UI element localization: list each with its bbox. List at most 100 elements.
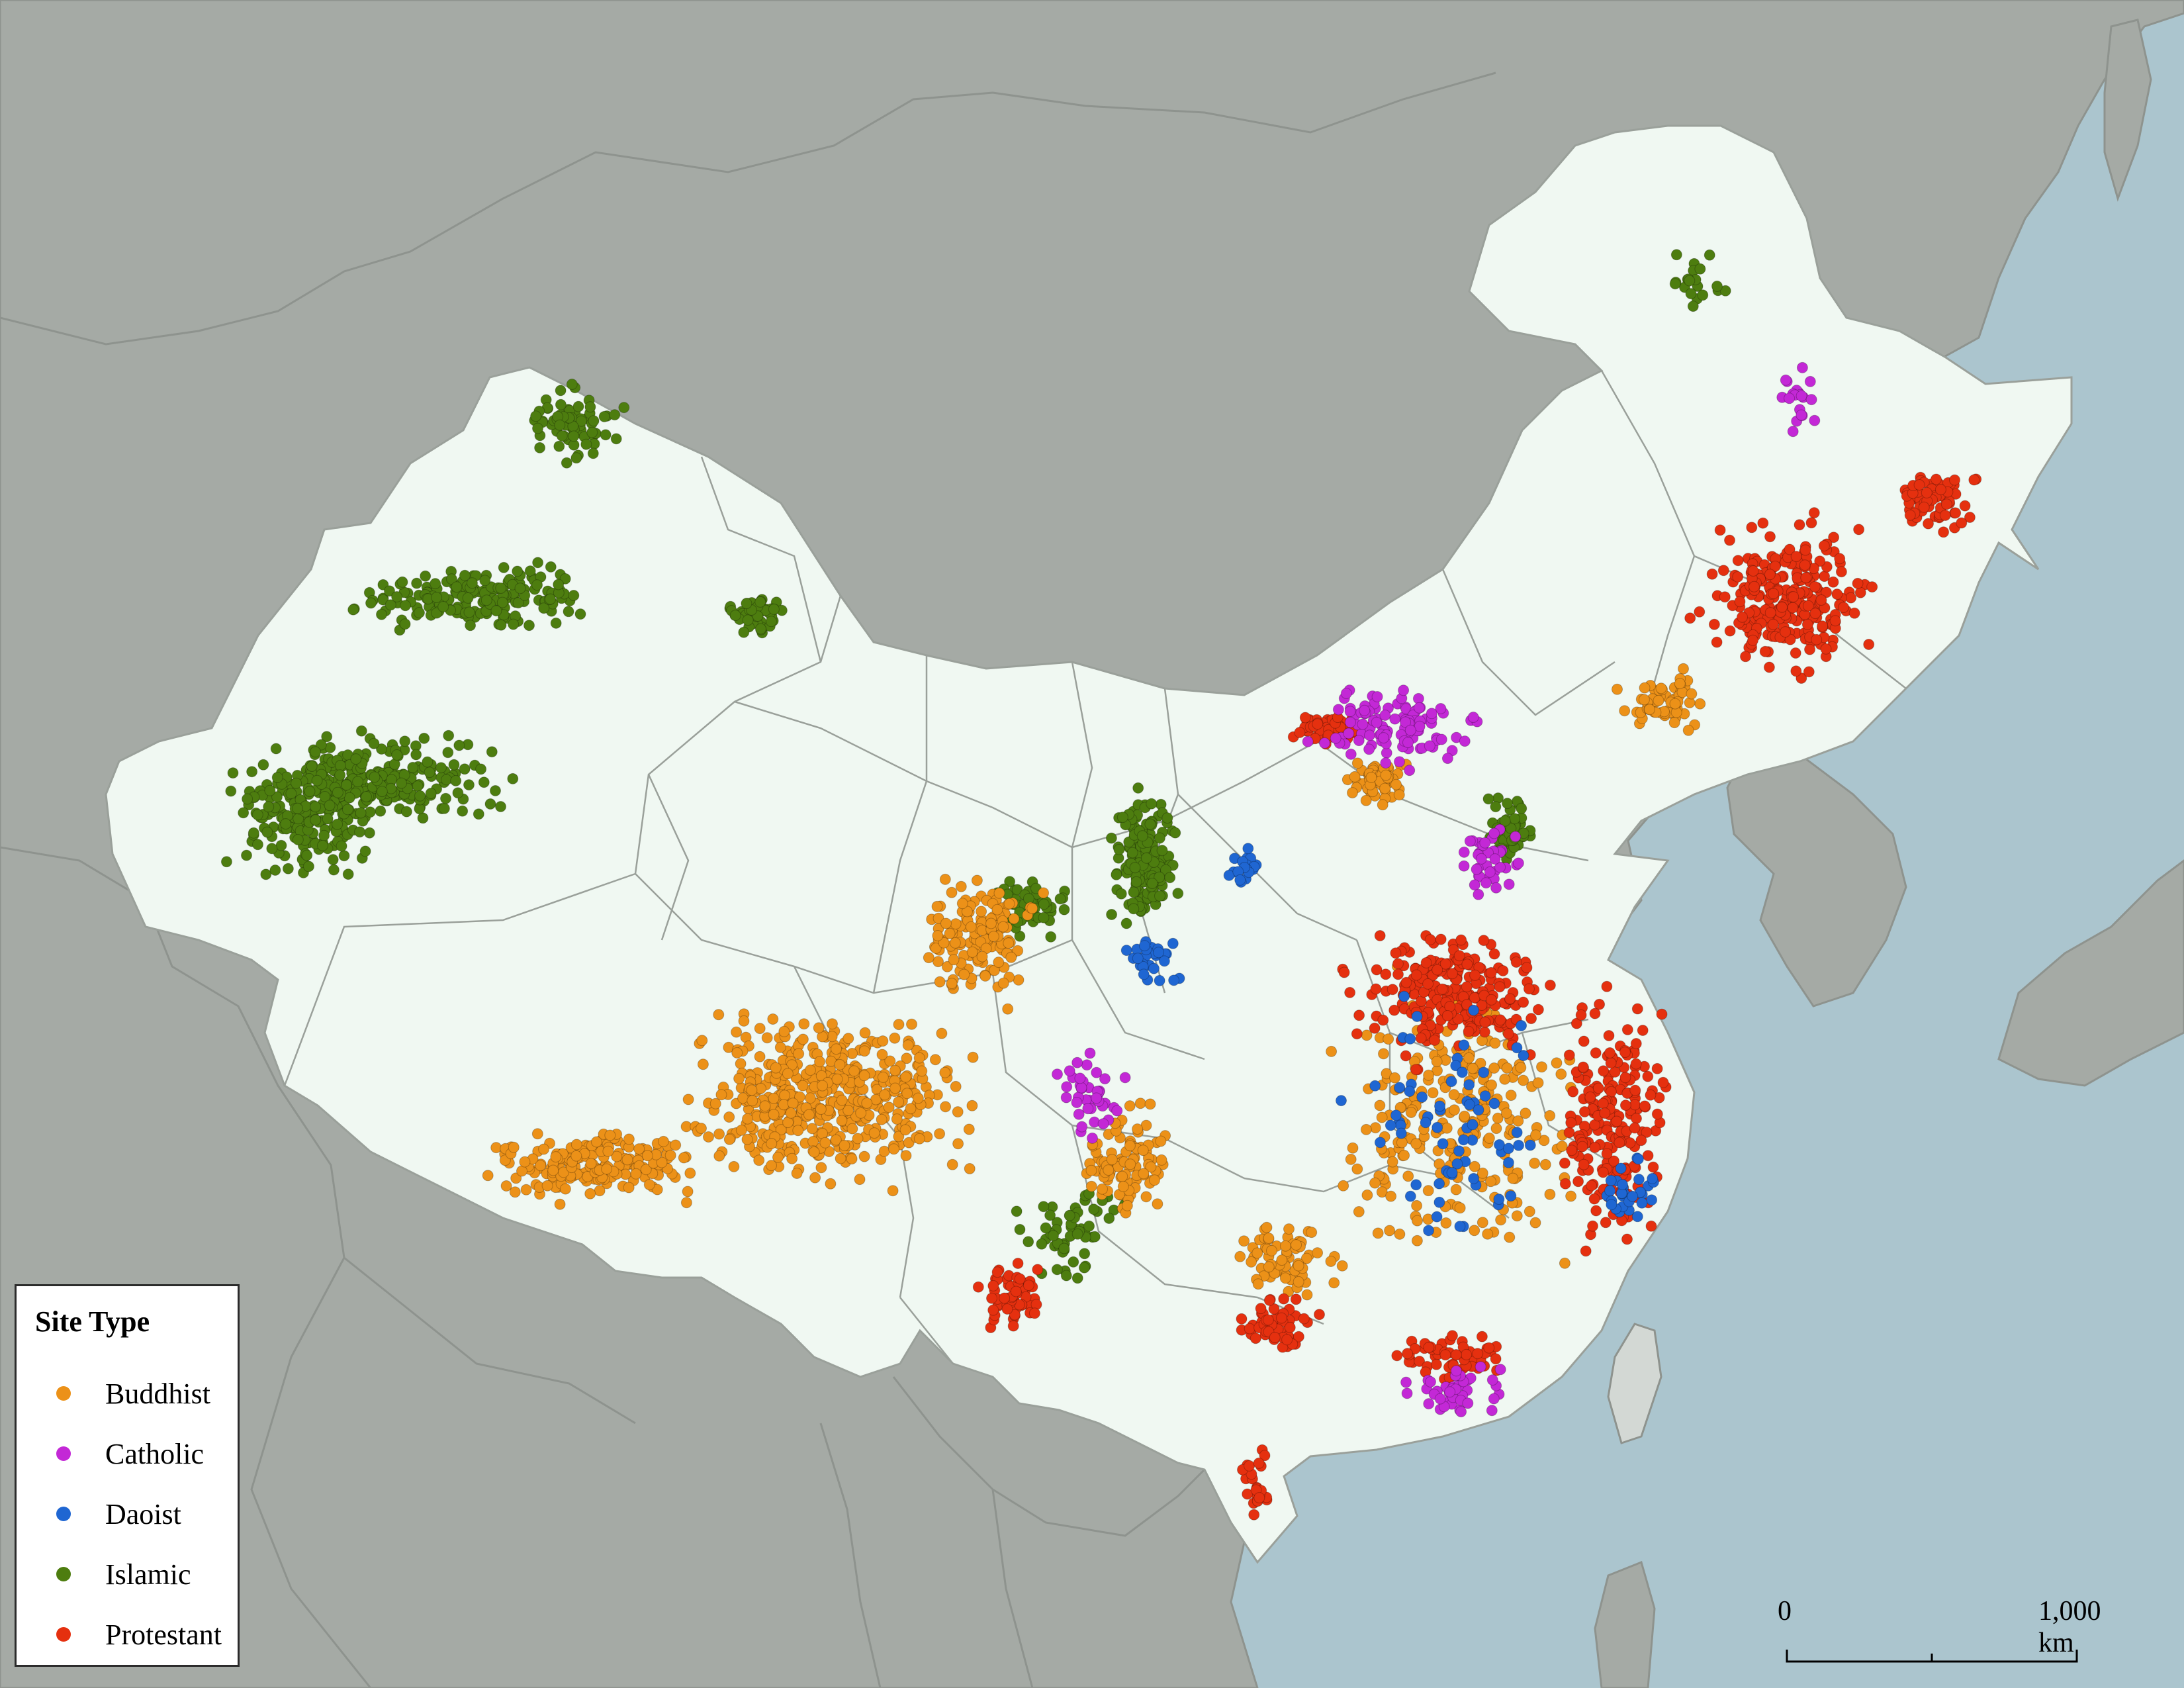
buddhist-site-marker — [803, 1109, 815, 1121]
buddhist-site-marker — [1490, 1123, 1502, 1135]
legend-item-islamic: Islamic — [56, 1554, 191, 1594]
protestant-site-marker — [1446, 968, 1458, 980]
islamic-site-marker — [1038, 898, 1050, 910]
daoist-site-marker — [1524, 1139, 1536, 1151]
islamic-site-marker — [462, 592, 474, 604]
protestant-site-marker — [1815, 594, 1827, 606]
buddhist-site-marker — [979, 970, 991, 982]
protestant-site-marker — [1645, 1089, 1657, 1101]
daoist-site-marker — [1513, 1139, 1525, 1151]
protestant-site-marker — [972, 1281, 984, 1293]
protestant-site-marker — [1757, 517, 1769, 529]
islamic-site-marker — [1045, 931, 1057, 943]
daoist-site-marker — [1456, 1066, 1468, 1078]
buddhist-site-marker — [1376, 1111, 1388, 1123]
buddhist-site-marker — [792, 1125, 804, 1137]
islamic-site-marker — [768, 603, 780, 615]
islamic-site-marker — [610, 433, 622, 445]
catholic-site-marker — [1402, 737, 1414, 749]
buddhist-site-marker — [1440, 1217, 1452, 1229]
islamic-site-marker — [396, 777, 407, 789]
buddhist-site-marker — [541, 1180, 553, 1192]
islamic-site-marker — [765, 616, 777, 628]
buddhist-site-marker — [1106, 1154, 1118, 1166]
buddhist-site-marker — [1002, 1003, 1014, 1015]
protestant-site-marker — [1747, 634, 1758, 646]
protestant-site-marker — [1023, 1280, 1034, 1291]
islamic-site-marker — [1687, 301, 1699, 312]
islamic-site-marker — [1136, 830, 1148, 842]
buddhist-site-marker — [713, 1128, 725, 1140]
protestant-site-marker — [1476, 1331, 1488, 1342]
islamic-site-marker — [385, 599, 396, 611]
daoist-site-marker — [1369, 1080, 1381, 1092]
islamic-site-marker — [242, 793, 253, 805]
protestant-site-marker — [1250, 1333, 1261, 1344]
catholic-site-marker — [1111, 1105, 1123, 1117]
islamic-site-marker — [306, 761, 318, 772]
buddhist-site-marker — [1489, 1037, 1501, 1049]
buddhist-site-marker — [1412, 1215, 1423, 1227]
protestant-site-marker — [1611, 1115, 1623, 1127]
buddhist-site-marker — [889, 1064, 901, 1076]
buddhist-site-marker — [1612, 683, 1623, 695]
islamic-site-marker — [266, 843, 278, 855]
buddhist-site-marker — [861, 1098, 873, 1109]
buddhist-site-marker — [1448, 1089, 1460, 1101]
islamic-site-marker — [553, 440, 565, 452]
buddhist-site-marker — [1026, 902, 1038, 914]
buddhist-site-marker — [1138, 1168, 1150, 1180]
buddhist-site-marker — [1530, 1129, 1541, 1141]
catholic-site-marker — [1458, 860, 1470, 872]
buddhist-site-marker — [1467, 1062, 1479, 1074]
protestant-site-marker — [1588, 1193, 1600, 1205]
buddhist-site-marker — [1551, 1057, 1563, 1069]
catholic-site-marker — [1343, 727, 1355, 739]
buddhist-site-marker — [955, 880, 967, 892]
buddhist-site-marker — [900, 1071, 912, 1083]
islamic-site-marker — [310, 814, 322, 826]
islamic-site-marker — [411, 577, 423, 589]
buddhist-site-marker — [1124, 1140, 1136, 1152]
protestant-site-marker — [1572, 1176, 1584, 1188]
protestant-site-marker — [1584, 1091, 1596, 1103]
protestant-site-marker — [1949, 474, 1960, 486]
protestant-site-marker — [1601, 980, 1613, 992]
daoist-site-marker — [1468, 1172, 1480, 1184]
islamic-site-marker — [530, 410, 542, 422]
catholic-site-marker — [1425, 1376, 1436, 1387]
islamic-site-marker — [410, 749, 422, 761]
islamic-site-marker — [252, 839, 263, 851]
buddhist-site-marker — [774, 1041, 786, 1053]
buddhist-site-marker — [1361, 1189, 1373, 1201]
protestant-site-marker — [1312, 718, 1324, 730]
protestant-site-marker — [1799, 559, 1811, 571]
buddhist-site-marker — [879, 1089, 891, 1101]
buddhist-site-marker — [934, 1128, 946, 1140]
scale-bar-line — [1786, 1650, 2078, 1663]
buddhist-site-marker — [1156, 1154, 1167, 1166]
catholic-site-marker — [1804, 375, 1816, 387]
buddhist-site-marker — [585, 1158, 597, 1170]
buddhist-site-marker — [554, 1198, 566, 1210]
islamic-site-marker — [556, 430, 568, 442]
islamic-site-marker — [1140, 852, 1152, 864]
buddhist-site-marker — [723, 1111, 735, 1123]
catholic-site-marker — [1490, 882, 1502, 894]
buddhist-site-marker — [1402, 1170, 1414, 1182]
protestant-site-marker — [1834, 553, 1846, 565]
protestant-site-marker — [1450, 1349, 1462, 1361]
buddhist-site-marker — [1116, 1170, 1128, 1182]
islamic-site-marker — [1146, 878, 1158, 889]
buddhist-site-marker — [1411, 1199, 1423, 1211]
buddhist-site-marker — [1372, 1227, 1384, 1239]
islamic-site-marker — [1105, 832, 1117, 844]
islamic-site-marker — [1111, 868, 1122, 880]
buddhist-site-marker — [1544, 1188, 1556, 1200]
buddhist-site-marker — [1499, 1073, 1511, 1085]
daoist-site-marker — [1632, 1153, 1644, 1165]
catholic-site-marker — [1796, 409, 1807, 421]
buddhist-site-marker — [798, 1018, 810, 1030]
islamic-site-marker — [473, 808, 484, 820]
daoist-site-marker — [1420, 1117, 1432, 1129]
